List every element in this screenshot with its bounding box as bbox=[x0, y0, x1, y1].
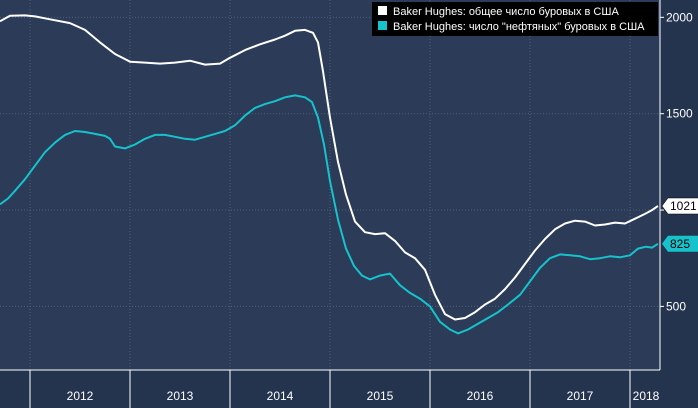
legend: Baker Hughes: общее число буровых в США … bbox=[372, 2, 658, 36]
legend-label-oil: Baker Hughes: число "нефтяных" буровых в… bbox=[393, 21, 645, 33]
legend-swatch-oil bbox=[378, 21, 387, 30]
x-tick-label: 2016 bbox=[467, 389, 494, 403]
last-value-badge-oil: 825 bbox=[662, 235, 698, 252]
last-value-badge-total: 1021 bbox=[661, 197, 698, 215]
badge-value: 1021 bbox=[670, 199, 697, 213]
x-tick-label: 2013 bbox=[167, 389, 194, 403]
series-line-total bbox=[0, 14, 659, 321]
legend-swatch-total bbox=[378, 6, 387, 15]
series-layer bbox=[0, 14, 659, 335]
y-tick-label: 500 bbox=[666, 299, 686, 313]
badge-value: 825 bbox=[670, 237, 690, 251]
y-tick-label: 2000 bbox=[666, 10, 693, 24]
x-tick-label: 2014 bbox=[267, 389, 294, 403]
legend-label-total: Baker Hughes: общее число буровых в США bbox=[393, 6, 619, 18]
y-tick-label: 1500 bbox=[666, 107, 693, 121]
badge-shape bbox=[661, 197, 698, 215]
x-tick-label: 2015 bbox=[367, 389, 394, 403]
x-tick-label: 2017 bbox=[567, 389, 594, 403]
series-line-oil bbox=[0, 94, 659, 335]
legend-background bbox=[372, 2, 658, 36]
badge-shape bbox=[662, 235, 698, 252]
x-tick-label: 2012 bbox=[67, 389, 94, 403]
last-value-badges: 1021 825 bbox=[661, 197, 698, 252]
x-tick-label: 2018 bbox=[633, 389, 660, 403]
